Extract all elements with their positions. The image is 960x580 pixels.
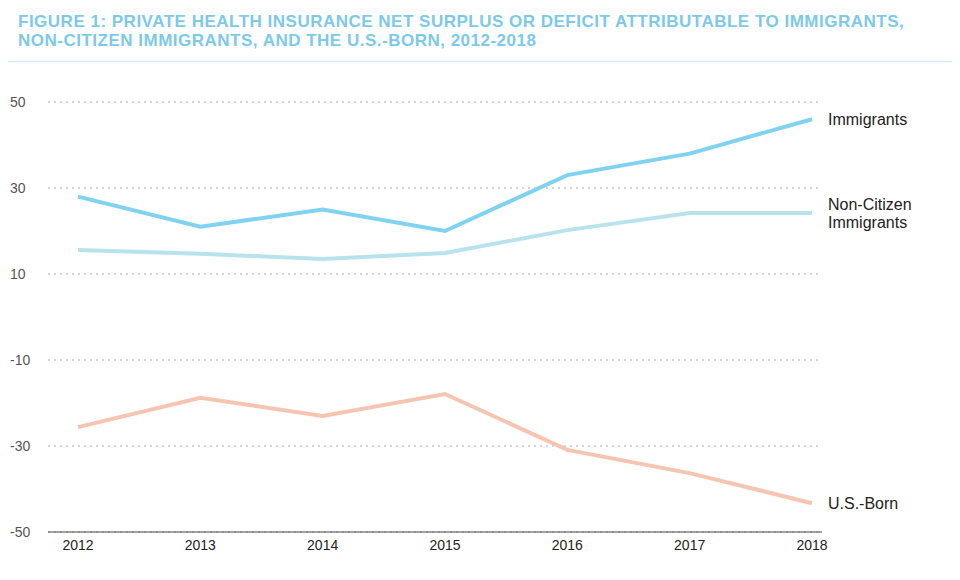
svg-text:2017: 2017: [674, 537, 705, 553]
svg-text:Immigrants: Immigrants: [828, 111, 907, 128]
svg-text:U.S.-Born: U.S.-Born: [828, 495, 898, 512]
svg-text:2018: 2018: [796, 537, 827, 553]
svg-text:Non-CitizenImmigrants: Non-CitizenImmigrants: [828, 195, 912, 230]
svg-text:2016: 2016: [552, 537, 583, 553]
svg-text:2013: 2013: [185, 537, 216, 553]
html-text:FIGURE 1: PRIVATE HEALTH INSUR: FIGURE 1: PRIVATE HEALTH INSURANCE NET S…: [18, 12, 905, 50]
svg-text:30: 30: [10, 180, 26, 196]
svg-text:-10: -10: [10, 352, 30, 368]
svg-text:2012: 2012: [62, 537, 93, 553]
svg-text:50: 50: [10, 94, 26, 110]
svg-text:-50: -50: [10, 524, 30, 540]
svg-text:10: 10: [10, 266, 26, 282]
svg-text:2014: 2014: [307, 537, 338, 553]
svg-text:-30: -30: [10, 438, 30, 454]
svg-text:2015: 2015: [429, 537, 460, 553]
